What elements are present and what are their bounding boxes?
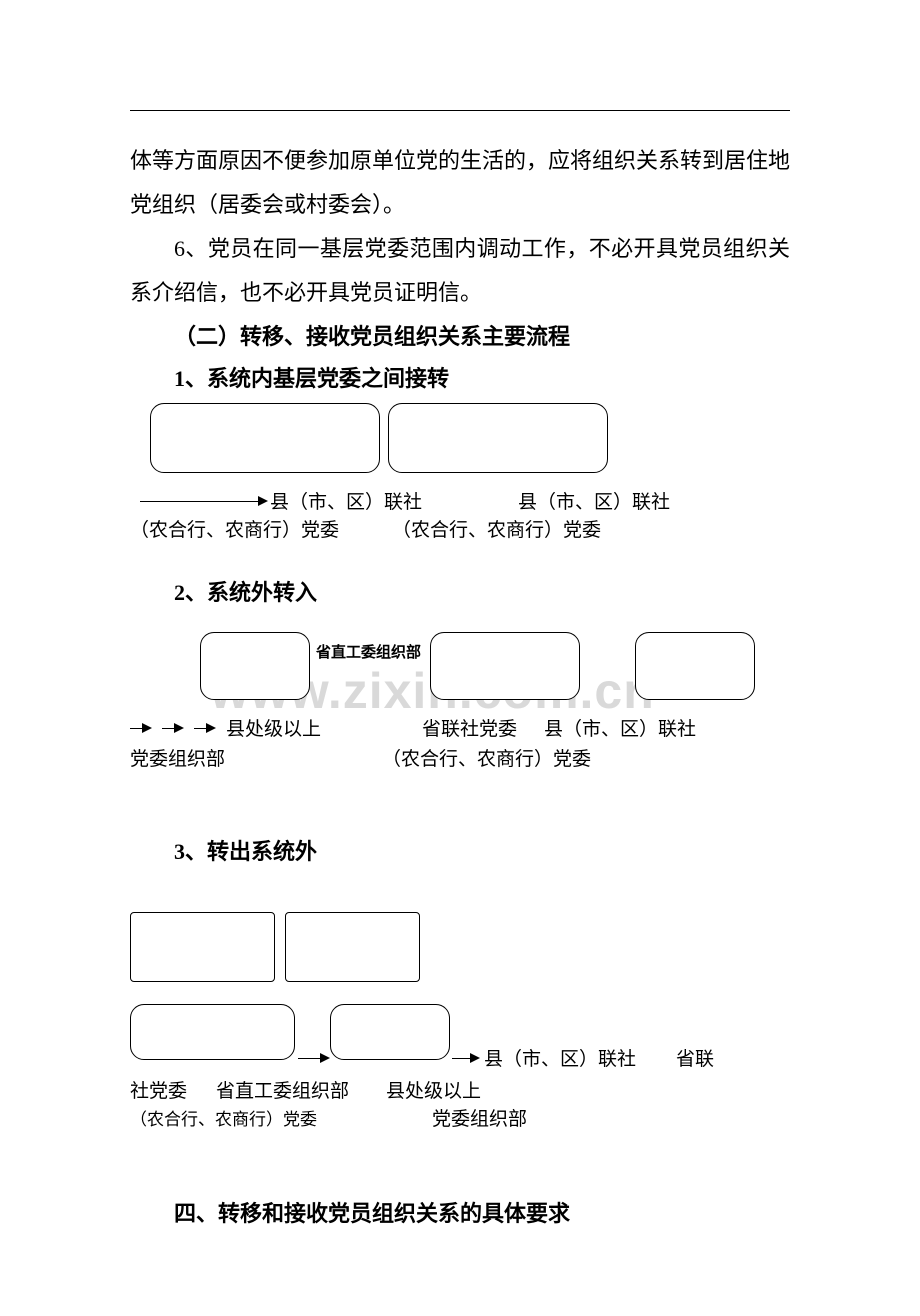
d2-left2: 党委组织部 (130, 746, 225, 774)
d2-small-label: 省直工委组织部 (314, 640, 423, 663)
heading-diagram3: 3、转出系统外 (130, 832, 790, 872)
diagram-3: 县（市、区）联社 省联 社党委 省直工委组织部 县处级以上 （农合行、农商行）党… (130, 912, 790, 1162)
d3-r2-r1: 县（市、区）联社 (484, 1046, 636, 1074)
d2-mid1: 省联社党委 (422, 716, 517, 744)
d1-label-a2: （农合行、农商行）党委 (130, 517, 339, 545)
d2-right1: 县（市、区）联社 (544, 716, 696, 744)
d2-box-3 (635, 632, 755, 700)
d2-ah2 (174, 723, 184, 733)
d3-r2-r2: 省联 (676, 1046, 714, 1074)
d3-box-t1 (130, 912, 275, 982)
heading-diagram2: 2、系统外转入 (130, 573, 790, 613)
d1-box-right (388, 403, 608, 473)
diagram-1: 县（市、区）联社 （农合行、农商行）党委 县（市、区）联社 （农合行、农商行）党… (130, 403, 790, 573)
d2-box-2 (430, 632, 580, 700)
d2-arrseg2 (162, 728, 174, 729)
heading-diagram1: 1、系统内基层党委之间接转 (130, 359, 790, 399)
d3-box-b1 (130, 1004, 295, 1060)
d2-box-1 (200, 632, 310, 700)
top-rule (130, 110, 790, 111)
d3-arr2-head (470, 1053, 480, 1063)
heading-final: 四、转移和接收党员组织关系的具体要求 (130, 1192, 790, 1236)
d2-ah1 (142, 723, 152, 733)
d3-r4-a: （农合行、农商行）党委 (130, 1108, 317, 1133)
d3-r4-b: 党委组织部 (432, 1106, 527, 1134)
d2-mid2: （农合行、农商行）党委 (382, 746, 591, 774)
diagram-2: www.zixin.com.cn 省直工委组织部 县处级以上 党委组织部 省联社… (130, 632, 790, 832)
d1-label-b1: 县（市、区）联社 (518, 489, 670, 517)
paragraph-2: 6、党员在同一基层党委范围内调动工作，不必开具党员组织关系介绍信，也不必开具党员… (130, 227, 790, 315)
d1-arrow-head (258, 496, 268, 506)
d1-label-b2: （农合行、农商行）党委 (392, 517, 601, 545)
d3-r3-b: 省直工委组织部 (216, 1078, 349, 1106)
d3-arr1-head (320, 1053, 330, 1063)
d2-left1: 县处级以上 (226, 716, 321, 744)
d1-arrow-line (140, 501, 260, 502)
d3-arr2-line (452, 1058, 470, 1059)
d3-arr1-line (298, 1058, 320, 1059)
d1-box-left (150, 403, 380, 473)
heading-process: （二）转移、接收党员组织关系主要流程 (130, 315, 790, 359)
document-page: 体等方面原因不便参加原单位党的生活的，应将组织关系转到居住地党组织（居委会或村委… (0, 0, 920, 1316)
d3-r3-c: 县处级以上 (386, 1078, 481, 1106)
d2-arrseg3 (194, 728, 206, 729)
d2-arrseg1 (130, 728, 142, 729)
d3-box-b2 (330, 1004, 450, 1060)
d3-box-t2 (285, 912, 420, 982)
d3-r3-a: 社党委 (130, 1078, 187, 1106)
d1-label-a1: 县（市、区）联社 (270, 489, 422, 517)
d2-ah3 (206, 723, 216, 733)
paragraph-1: 体等方面原因不便参加原单位党的生活的，应将组织关系转到居住地党组织（居委会或村委… (130, 139, 790, 227)
